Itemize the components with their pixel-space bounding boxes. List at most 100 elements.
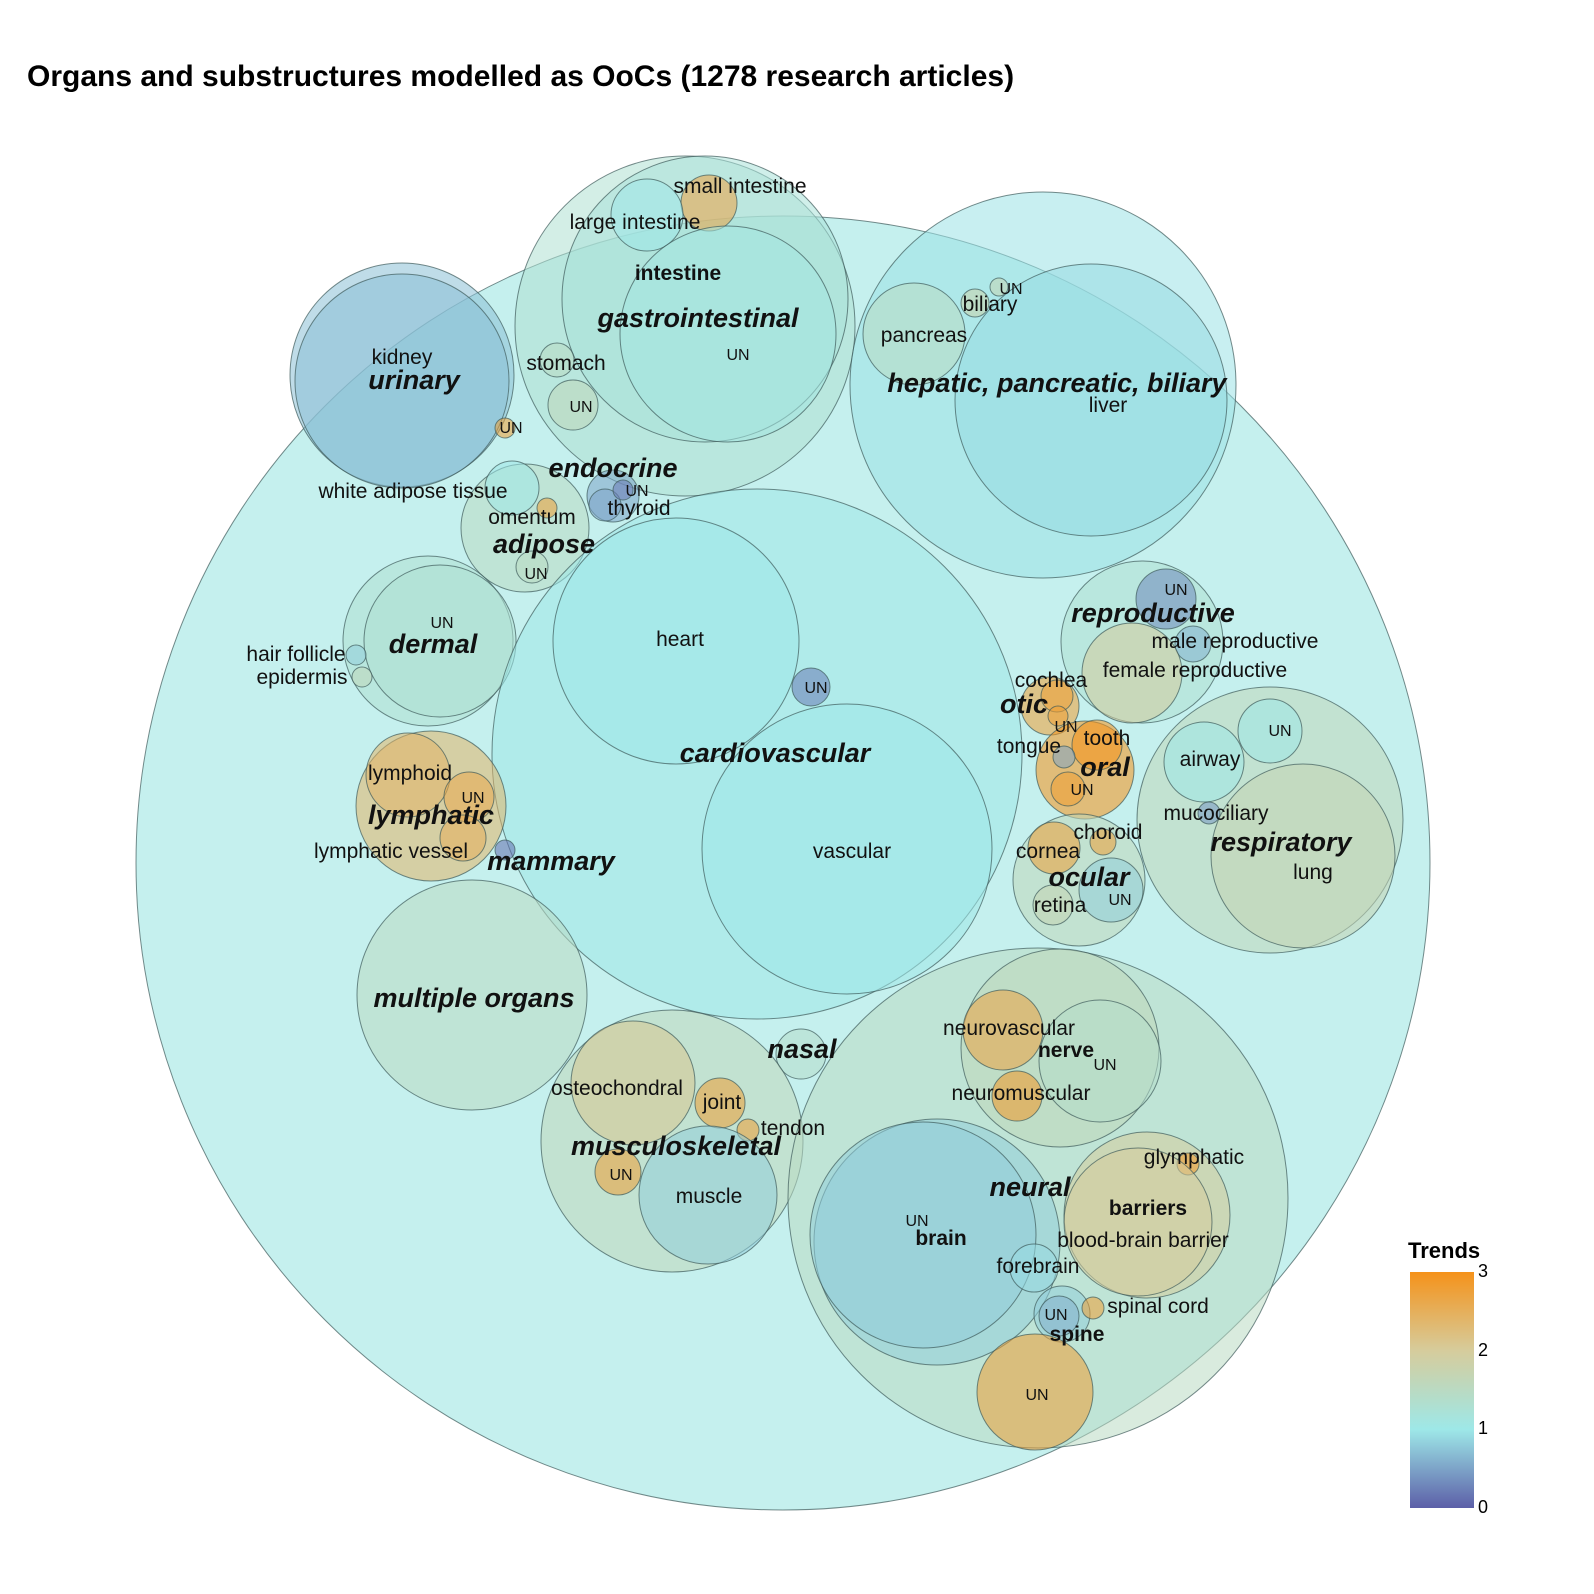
bubble-oral-tooth	[1071, 719, 1123, 771]
label-musculoskeletal-un: UN	[609, 1167, 632, 1184]
label-gastrointestinal-intestine-large-intestine: large intestine	[570, 211, 701, 234]
bubble-hepatic-pancreatic-biliary-pancreas	[862, 282, 966, 386]
bubble-respiratory-lung	[1210, 763, 1396, 949]
label-gastrointestinal-un: UN	[569, 399, 592, 416]
bubble-neural-un	[976, 1333, 1094, 1451]
bubble-ocular-retina	[1032, 884, 1074, 926]
label-otic-cochlea: cochlea	[1015, 669, 1088, 692]
bubble-lymphatic-lymphatic-vessel	[439, 814, 487, 862]
label-endocrine-un: UN	[625, 483, 648, 500]
bubble-hepatic-pancreatic-biliary-liver	[954, 263, 1228, 537]
label-dermal-hair-follicle: hair follicle	[246, 643, 345, 666]
label-oral-tongue: tongue	[997, 735, 1061, 758]
label-gastrointestinal-intestine-small-intestine: small intestine	[673, 175, 806, 198]
bubble-ocular-choroid	[1089, 828, 1117, 856]
label-neural-spine-un: UN	[1044, 1307, 1067, 1324]
label-ocular-retina: retina	[1034, 894, 1087, 917]
label-adipose-omentum: omentum	[488, 506, 576, 529]
label-neural-brain-un: UN	[905, 1213, 928, 1230]
label-gastrointestinal: gastrointestinal	[596, 303, 799, 333]
bubble-oral-tongue	[1052, 745, 1076, 769]
legend-tick-1: 1	[1478, 1418, 1489, 1438]
label-ocular-cornea: cornea	[1016, 840, 1081, 863]
label-gastrointestinal-stomach: stomach	[526, 352, 605, 375]
label-ocular-un: UN	[1108, 892, 1131, 909]
bubble-neural-nerve-un	[1038, 999, 1162, 1123]
label-reproductive: reproductive	[1071, 598, 1235, 628]
bubble-respiratory-un	[1237, 698, 1303, 764]
bubble-ocular-cornea	[1027, 821, 1081, 875]
label-otic-un: UN	[1054, 719, 1077, 736]
label-urinary: urinary	[368, 365, 462, 395]
label-hepatic-pancreatic-biliary-un: UN	[999, 281, 1022, 298]
bubble-respiratory-mucociliary	[1197, 801, 1221, 825]
label-neural-spine: spine	[1050, 1323, 1105, 1346]
label-musculoskeletal-tendon: tendon	[761, 1117, 825, 1140]
legend-tick-0: 0	[1478, 1497, 1489, 1517]
label-neural-nerve-neuromuscular: neuromuscular	[952, 1082, 1091, 1105]
bubble-endocrine-un	[612, 479, 634, 501]
bubble-cardiovascular-vascular	[701, 703, 993, 995]
label-neural-barriers-glymphatic: glymphatic	[1144, 1146, 1244, 1169]
label-urinary-un: UN	[499, 420, 522, 437]
legend-title: Trends	[1408, 1238, 1481, 1263]
bubble-adipose-un	[515, 550, 549, 584]
label-ocular-choroid: choroid	[1074, 821, 1143, 844]
bubble-mammary	[494, 839, 516, 861]
bubble-neural-barriers-blood-brain-barrier	[1063, 1147, 1213, 1297]
label-cardiovascular-vascular: vascular	[813, 840, 891, 863]
label-oral: oral	[1080, 752, 1130, 782]
label-mammary: mammary	[487, 846, 617, 876]
label-lymphatic-lymphoid: lymphoid	[368, 762, 452, 785]
label-respiratory-un: UN	[1268, 723, 1291, 740]
bubble-gastrointestinal-intestine-un	[619, 225, 837, 443]
label-lymphatic-lymphatic-vessel: lymphatic vessel	[314, 840, 468, 863]
bubble-neural-nerve-neuromuscular	[991, 1070, 1043, 1122]
bubble-respiratory-airway	[1163, 721, 1245, 803]
label-reproductive-un: UN	[1164, 582, 1187, 599]
bubble-dermal-un	[363, 564, 517, 718]
label-reproductive-female-reproductive: female reproductive	[1103, 659, 1287, 682]
label-gastrointestinal-intestine: intestine	[635, 262, 721, 285]
label-endocrine-thyroid: thyroid	[607, 497, 670, 520]
label-musculoskeletal-muscle: muscle	[676, 1185, 743, 1208]
bubble-gastrointestinal-un	[547, 379, 599, 431]
chart-title: Organs and substructures modelled as OoC…	[27, 60, 1015, 93]
label-hepatic-pancreatic-biliary-biliary: biliary	[963, 293, 1018, 316]
bubble-gastrointestinal-stomach	[539, 342, 575, 378]
bubble-hepatic-pancreatic-biliary-un	[989, 277, 1009, 297]
bubble-adipose-omentum	[536, 497, 558, 519]
label-adipose-un: UN	[524, 566, 547, 583]
bubble-reproductive-male-reproductive	[1174, 625, 1212, 663]
label-neural-un: UN	[1025, 1387, 1048, 1404]
label-neural: neural	[989, 1172, 1071, 1202]
label-cardiovascular-heart: heart	[656, 628, 704, 651]
bubble-gastrointestinal-intestine-large-intestine	[610, 178, 684, 252]
label-respiratory-airway: airway	[1180, 748, 1241, 771]
label-hepatic-pancreatic-biliary-liver: liver	[1089, 394, 1128, 417]
label-endocrine: endocrine	[548, 453, 677, 483]
label-dermal: dermal	[389, 629, 478, 659]
label-neural-brain-forebrain: forebrain	[997, 1255, 1080, 1278]
bubble-musculoskeletal-muscle	[638, 1125, 778, 1265]
bubble-nasal	[775, 1028, 827, 1080]
label-hepatic-pancreatic-biliary-pancreas: pancreas	[881, 324, 967, 347]
label-neural-barriers: barriers	[1109, 1197, 1187, 1220]
label-cardiovascular: cardiovascular	[680, 738, 872, 768]
label-musculoskeletal-osteochondral: osteochondral	[551, 1077, 683, 1100]
bubble-cardiovascular-un	[791, 667, 831, 707]
bubble-endocrine-thyroid	[588, 488, 622, 522]
bubble-otic-un	[1047, 705, 1069, 727]
bubble-dermal-epidermis	[351, 666, 373, 688]
label-neural-nerve: nerve	[1038, 1039, 1094, 1062]
label-respiratory-lung: lung	[1293, 861, 1333, 884]
label-neural-spine-spinal-cord: spinal cord	[1107, 1295, 1209, 1318]
label-urinary-kidney: kidney	[372, 346, 433, 369]
bubble-urinary-kidney	[294, 273, 510, 489]
label-neural-nerve-neurovascular: neurovascular	[943, 1017, 1075, 1040]
bubble-multiple-organs	[356, 879, 588, 1111]
legend-tick-3: 3	[1478, 1261, 1489, 1281]
label-neural-brain: brain	[915, 1227, 966, 1250]
bubble-neural-nerve-neurovascular	[962, 989, 1044, 1071]
